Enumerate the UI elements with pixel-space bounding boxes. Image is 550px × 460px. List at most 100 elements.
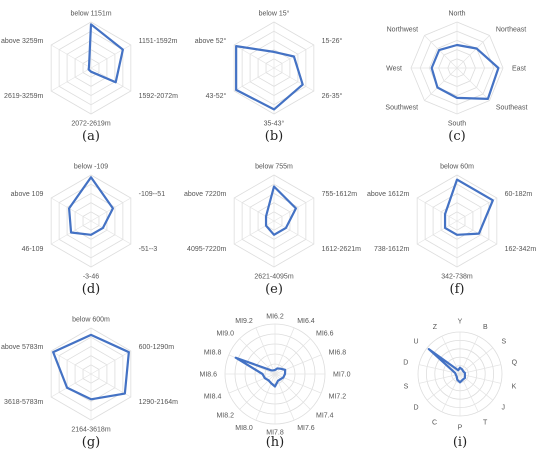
panel-label-g: (g) bbox=[82, 435, 100, 450]
grid-spoke-b-5 bbox=[233, 44, 275, 69]
grid-spoke-e-4 bbox=[233, 220, 275, 245]
category-label-a-3: 2072-2619m bbox=[71, 121, 110, 128]
grid-spoke-i-13 bbox=[441, 336, 461, 375]
category-label-h-14: MI9.0 bbox=[216, 330, 234, 337]
category-label-h-4: MI7.0 bbox=[333, 372, 351, 379]
category-label-h-12: MI8.6 bbox=[199, 372, 217, 379]
grid-spoke-f-1 bbox=[456, 197, 498, 222]
grid-spoke-c-3 bbox=[456, 67, 490, 101]
category-label-c-6: West bbox=[386, 66, 402, 73]
category-label-c-0: North bbox=[448, 11, 465, 18]
category-label-f-1: 60-182m bbox=[505, 191, 533, 198]
category-label-h-13: MI8.8 bbox=[204, 349, 222, 356]
radar-panel-h: MI6.2 MI6.4 MI6.6 MI6.8 MI7.0 MI7.2 MI7.4 MI7.6… bbox=[183, 306, 366, 459]
series-line-h bbox=[234, 356, 287, 388]
grid-spoke-h-1 bbox=[274, 327, 295, 375]
category-label-b-1: 15-26° bbox=[322, 37, 343, 45]
category-label-i-12: U bbox=[413, 338, 418, 345]
grid-spoke-g-4 bbox=[50, 373, 92, 398]
category-label-g-5: above 5783m bbox=[1, 344, 44, 351]
radar-chart-c: North Northeast East Southeast South Southwes… bbox=[385, 11, 528, 145]
category-label-f-2: 162-342m bbox=[505, 246, 537, 253]
category-label-i-13: Z bbox=[433, 324, 438, 331]
radar-chart-e: below 755m 755-1612m 1612-2621m 2621-4095m 4… bbox=[184, 164, 361, 298]
panel-label-b: (b) bbox=[265, 129, 283, 144]
category-label-h-8: MI7.8 bbox=[266, 430, 284, 437]
category-label-a-2: 1592-2072m bbox=[139, 93, 178, 100]
grid-spoke-c-1 bbox=[456, 35, 490, 69]
grid-spoke-f-2 bbox=[456, 220, 498, 245]
grid-spoke-d-2 bbox=[90, 220, 132, 245]
category-label-g-1: 600-1290m bbox=[139, 344, 175, 351]
grid-spoke-h-3 bbox=[274, 354, 322, 375]
category-label-e-3: 2621-4095m bbox=[254, 274, 293, 281]
grid-spoke-a-5 bbox=[50, 44, 92, 69]
category-label-a-1: 1151-1592m bbox=[139, 38, 178, 45]
radar-chart-g: below 600m 600-1290m 1290-2164m 2164-3618m 3… bbox=[1, 317, 178, 451]
radar-panel-c: North Northeast East Southeast South Southwes… bbox=[366, 0, 549, 153]
category-label-c-3: Southeast bbox=[496, 104, 528, 111]
category-label-i-8: C bbox=[432, 419, 437, 426]
series-line-c bbox=[430, 43, 500, 101]
grid-spoke-a-4 bbox=[50, 67, 92, 92]
grid-spoke-i-10 bbox=[418, 373, 461, 384]
grid-spoke-e-2 bbox=[273, 220, 315, 245]
category-label-a-0: below 1151m bbox=[70, 11, 111, 18]
category-label-f-5: above 1612m bbox=[367, 191, 410, 198]
radar-panel-i: Y B S Q K J T P C D S D U Z (i) bbox=[366, 306, 549, 459]
category-label-d-2: -51--3 bbox=[139, 246, 158, 253]
grid-spoke-c-5 bbox=[424, 67, 458, 101]
panel-label-i: (i) bbox=[453, 435, 467, 450]
grid-spoke-a-1 bbox=[90, 44, 132, 69]
panel-label-e: (e) bbox=[265, 282, 283, 297]
grid-spoke-d-5 bbox=[50, 197, 92, 222]
category-label-h-2: MI6.6 bbox=[316, 330, 334, 337]
category-label-i-10: S bbox=[404, 383, 409, 390]
category-label-c-7: Northwest bbox=[387, 27, 419, 34]
category-label-a-4: 2619-3259m bbox=[4, 93, 43, 100]
panel-label-f: (f) bbox=[450, 282, 465, 297]
category-label-b-4: 43-52° bbox=[206, 92, 227, 100]
grid-spoke-g-5 bbox=[50, 350, 92, 375]
category-label-e-0: below 755m bbox=[255, 164, 293, 171]
radar-panel-e: below 755m 755-1612m 1612-2621m 2621-4095m 4… bbox=[183, 153, 366, 306]
category-label-h-10: MI8.2 bbox=[216, 413, 234, 420]
category-label-h-5: MI7.2 bbox=[329, 394, 347, 401]
category-label-h-7: MI7.6 bbox=[297, 425, 315, 432]
panel-label-d: (d) bbox=[82, 282, 100, 297]
radar-chart-a: below 1151m 1151-1592m 1592-2072m 2072-2619… bbox=[1, 11, 178, 145]
category-label-d-4: 46-109 bbox=[22, 246, 44, 253]
category-label-h-1: MI6.4 bbox=[297, 318, 315, 325]
category-label-i-2: S bbox=[501, 338, 506, 345]
radar-panel-d: below -109 -109--51 -51--3 -3-46 46-109 above… bbox=[0, 153, 183, 306]
panel-label-h: (h) bbox=[266, 435, 285, 450]
category-label-h-6: MI7.4 bbox=[316, 413, 334, 420]
radar-chart-d: below -109 -109--51 -51--3 -3-46 46-109 above… bbox=[11, 164, 166, 298]
category-label-h-9: MI8.0 bbox=[235, 425, 253, 432]
category-label-f-4: 738-1612m bbox=[374, 246, 410, 253]
series-line-e bbox=[264, 185, 298, 236]
category-label-c-2: East bbox=[512, 66, 526, 73]
panel-label-a: (a) bbox=[82, 129, 100, 144]
category-label-b-3: 35-43° bbox=[264, 120, 285, 128]
category-label-e-5: above 7220m bbox=[184, 191, 227, 198]
series-line-g bbox=[52, 333, 130, 401]
grid-spoke-i-2 bbox=[459, 347, 494, 375]
series-line-b bbox=[235, 45, 304, 111]
category-label-g-0: below 600m bbox=[72, 317, 110, 324]
grid-spoke-g-1 bbox=[90, 350, 132, 375]
category-label-i-7: P bbox=[458, 425, 463, 432]
radar-chart-f: below 60m 60-182m 162-342m 342-738m 738-1612… bbox=[367, 164, 537, 298]
category-label-i-4: K bbox=[512, 383, 517, 390]
series-line-f bbox=[443, 178, 494, 236]
grid-spoke-i-9 bbox=[426, 373, 461, 401]
grid-spoke-i-1 bbox=[459, 336, 479, 375]
category-label-b-5: above 52° bbox=[195, 37, 227, 45]
category-label-d-0: below -109 bbox=[74, 164, 108, 171]
grid-spoke-i-4 bbox=[459, 373, 502, 384]
category-label-b-2: 26-35° bbox=[322, 92, 343, 100]
category-label-d-1: -109--51 bbox=[139, 191, 166, 198]
grid-spoke-f-4 bbox=[416, 220, 458, 245]
category-label-b-0: below 15° bbox=[259, 10, 290, 18]
